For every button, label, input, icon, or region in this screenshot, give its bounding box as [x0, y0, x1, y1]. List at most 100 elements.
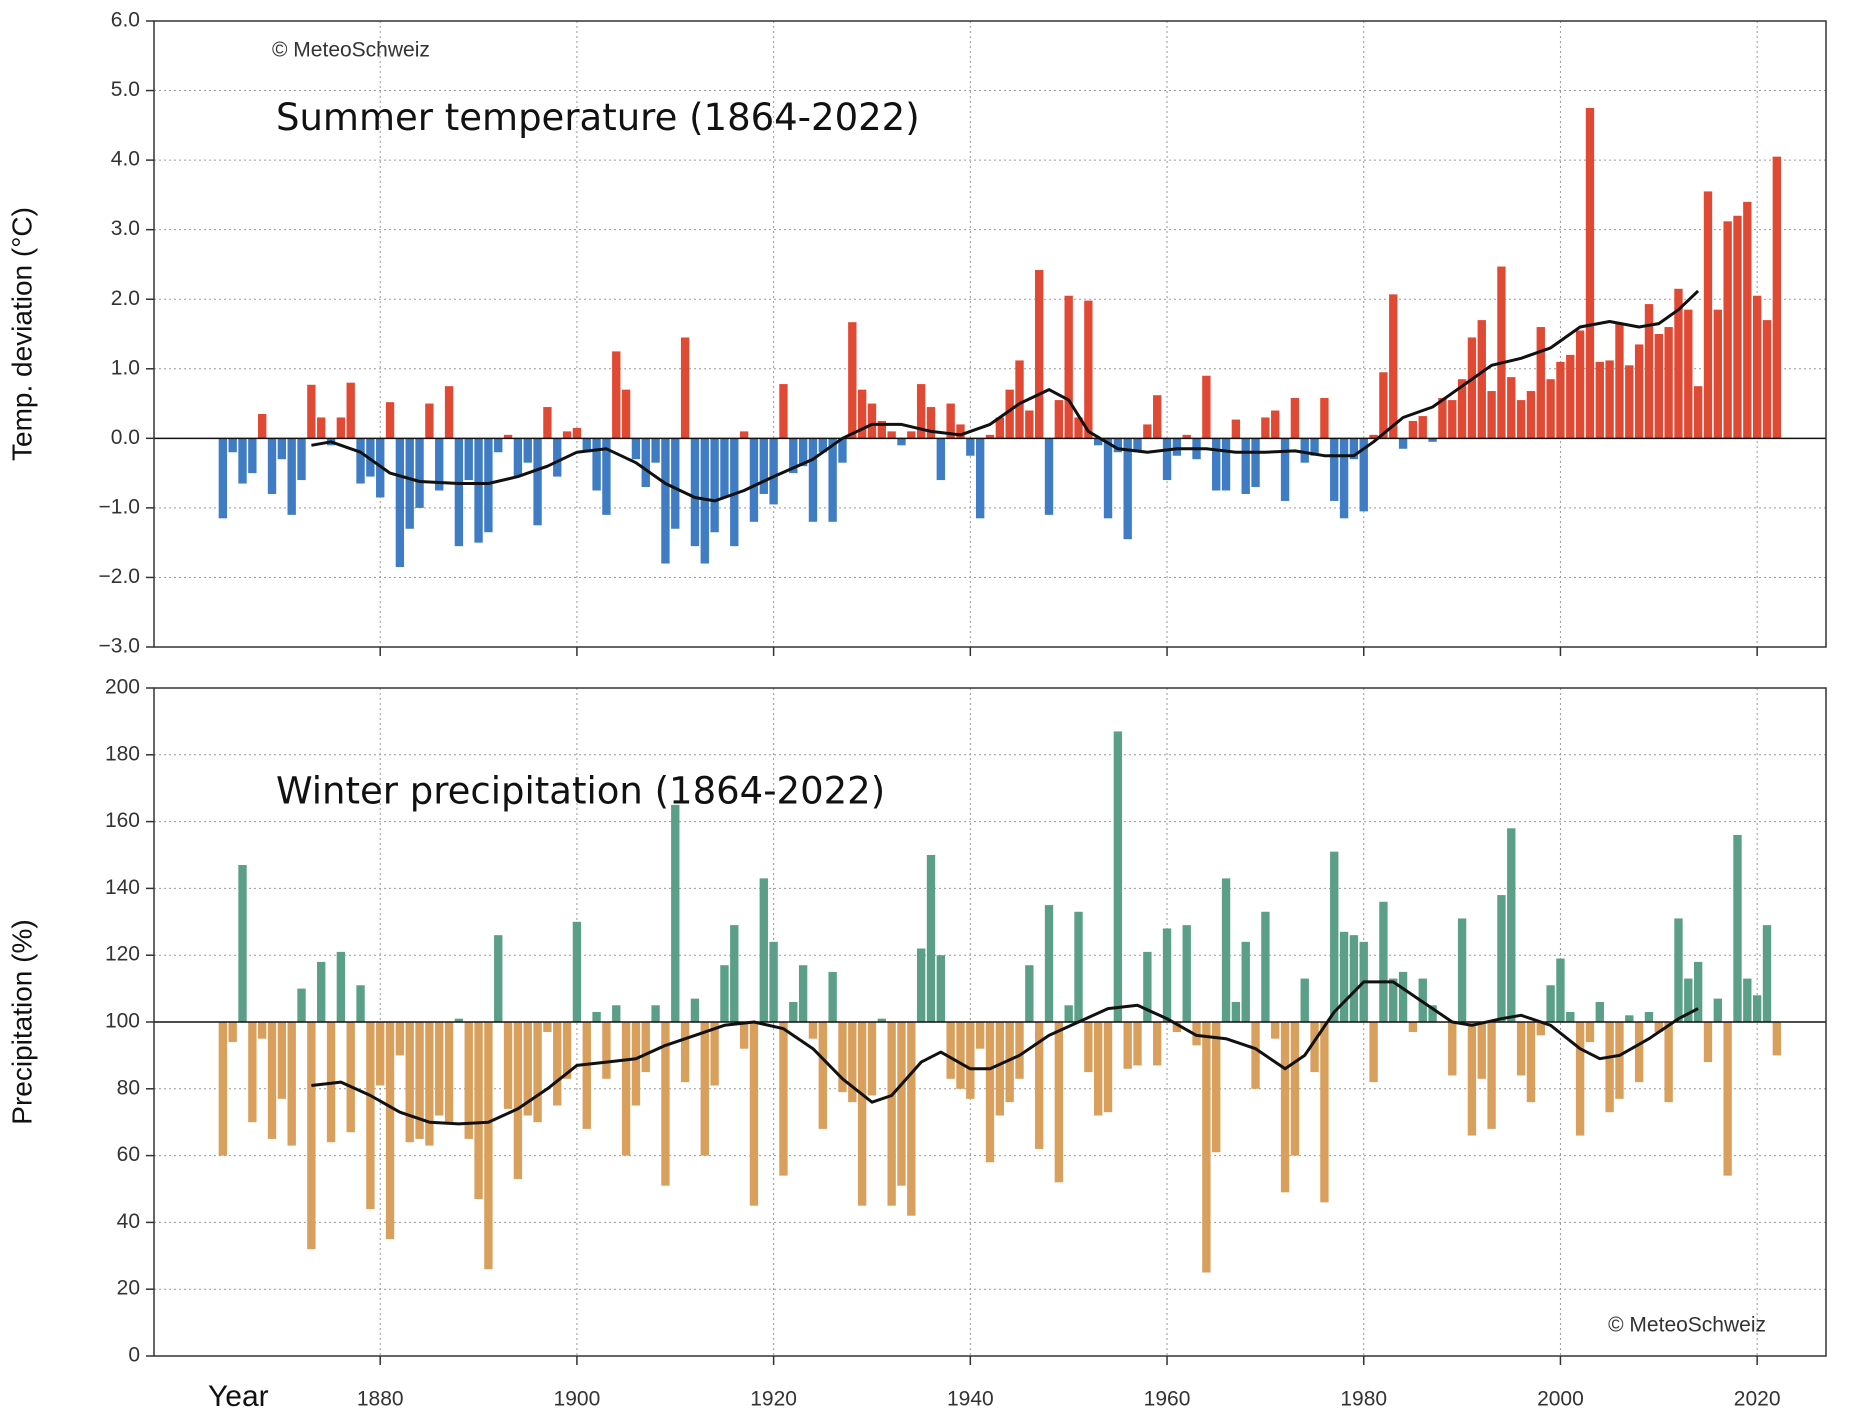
y-tick-label: 6.0: [111, 9, 140, 32]
bar: [749, 1022, 759, 1206]
bar: [936, 438, 946, 481]
smoothed-line: [311, 289, 1700, 503]
bar: [985, 434, 995, 439]
bar: [985, 1022, 995, 1163]
bar: [1300, 438, 1309, 463]
bar: [1625, 1015, 1634, 1022]
bar: [287, 438, 296, 515]
y-tick-label: 80: [117, 1076, 140, 1099]
bar: [277, 438, 287, 460]
bar: [1536, 327, 1545, 439]
bar: [1625, 365, 1634, 439]
bar: [1123, 438, 1132, 540]
bar: [1005, 389, 1014, 439]
bar: [1103, 438, 1113, 519]
bar: [1103, 1022, 1113, 1113]
bar: [1162, 438, 1172, 481]
bar: [1546, 379, 1555, 439]
y-tick-label: −2.0: [99, 565, 140, 588]
plot-frame: [153, 20, 1827, 648]
bar: [789, 438, 798, 474]
annotation: © MeteoSchweiz: [272, 39, 430, 62]
bar: [907, 431, 916, 439]
bar: [1025, 965, 1034, 1022]
bar: [1605, 360, 1614, 439]
y-tick-label: 120: [105, 943, 140, 966]
bar: [484, 438, 493, 533]
bar: [1674, 918, 1683, 1022]
bar: [228, 438, 237, 453]
bar: [533, 438, 542, 526]
bar: [1693, 386, 1703, 439]
bar: [1123, 1022, 1132, 1069]
bar: [651, 1005, 660, 1022]
bar: [484, 1022, 493, 1270]
bar: [543, 407, 552, 439]
bar: [228, 1022, 237, 1043]
bar: [995, 1022, 1005, 1116]
bar: [1398, 438, 1408, 449]
y-tick-label: −3.0: [99, 635, 140, 658]
x-tick-label: 1880: [357, 1388, 404, 1411]
bar: [1320, 1022, 1329, 1203]
bar: [395, 1022, 405, 1056]
y-tick-label: 200: [105, 676, 140, 699]
bar: [454, 438, 464, 547]
bar: [1310, 1022, 1319, 1073]
bar: [1172, 438, 1182, 456]
bar: [1575, 1022, 1585, 1136]
bar: [956, 424, 965, 439]
bar: [1497, 266, 1506, 439]
bar: [769, 438, 778, 505]
bar: [356, 438, 365, 484]
bar: [405, 438, 414, 529]
bar: [710, 1022, 719, 1086]
bar: [1143, 424, 1152, 439]
bar: [661, 1022, 670, 1186]
annotation: © MeteoSchweiz: [1608, 1314, 1766, 1337]
bar: [739, 431, 749, 439]
bar: [464, 1022, 473, 1139]
x-tick-label: 1920: [750, 1388, 797, 1411]
bar: [975, 438, 985, 519]
bar: [1221, 438, 1231, 491]
bar: [926, 855, 936, 1022]
bar: [1064, 1005, 1073, 1022]
bar: [671, 804, 680, 1022]
bar: [1251, 1022, 1260, 1089]
bar: [1044, 905, 1054, 1022]
bar: [513, 438, 523, 477]
y-tick-label: −1.0: [99, 495, 140, 518]
bar: [258, 413, 267, 439]
bar: [307, 1022, 316, 1250]
bar: [1241, 941, 1250, 1022]
bar: [1241, 438, 1250, 494]
bar: [602, 438, 611, 515]
bar: [631, 1022, 641, 1106]
bar: [1162, 928, 1172, 1022]
plot-frame: [153, 687, 1827, 1357]
bar: [1369, 434, 1378, 439]
bar: [1005, 1022, 1014, 1103]
bar: [730, 438, 739, 547]
bar: [562, 1022, 572, 1079]
bar: [1054, 1022, 1064, 1183]
bar: [464, 438, 473, 481]
bar: [867, 403, 877, 439]
bar: [1457, 918, 1467, 1022]
bar: [1566, 1011, 1575, 1022]
bar: [1526, 391, 1536, 439]
bar: [297, 438, 306, 481]
bar: [395, 438, 405, 568]
bar: [887, 1022, 896, 1206]
bar: [1094, 1022, 1103, 1116]
bar: [1644, 304, 1654, 439]
bar: [1212, 1022, 1221, 1153]
bar: [966, 438, 975, 456]
bar: [1113, 438, 1123, 453]
bar: [1280, 438, 1290, 501]
bar: [828, 438, 837, 522]
bar: [612, 351, 621, 439]
bar: [759, 438, 768, 494]
bar: [759, 878, 768, 1022]
